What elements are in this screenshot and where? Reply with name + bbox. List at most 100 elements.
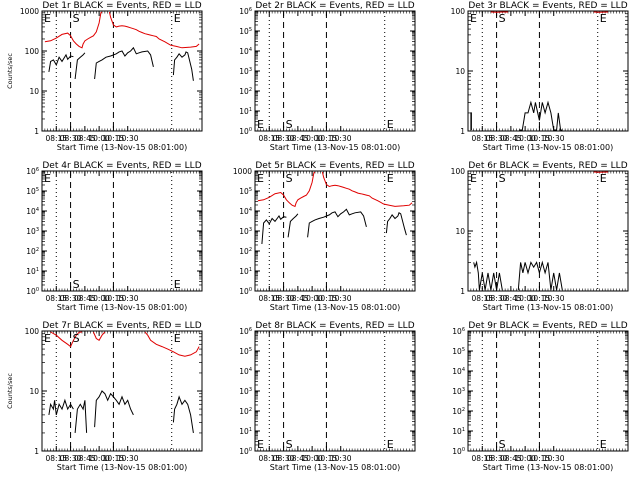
events-line (48, 53, 74, 72)
y-axis-label: Counts/sec (6, 53, 14, 89)
y-tick-label: 10 (455, 67, 465, 76)
end-marker: E (387, 172, 394, 185)
x-tick-label: 08:45 (74, 134, 96, 143)
events-line (385, 212, 407, 236)
x-tick-label: 10:15 (316, 454, 338, 463)
plot-frame (254, 10, 416, 132)
x-tick-label: 08:15 (471, 454, 493, 463)
y-tick-label: 101 (26, 267, 39, 276)
start-marker: S (286, 118, 293, 131)
x-tick-label: 10:30 (543, 454, 565, 463)
y-tick-label: 100 (451, 7, 466, 16)
events-line (172, 395, 194, 433)
panel-6: Det 6r BLACK = Events, RED = LLD 1 10 100 08… (451, 161, 629, 312)
x-axis-label: Start Time (13-Nov-15 08:01:00) (483, 463, 613, 472)
events-line (74, 52, 86, 80)
panel-title: Det 7r BLACK = Events, RED = LLD (42, 321, 201, 331)
lld-line (92, 331, 106, 342)
x-tick-label: 10:00 (301, 454, 323, 463)
x-tick-label: 10:15 (103, 294, 125, 303)
x-tick-label: 08:30 (273, 134, 295, 143)
panel-title: Det 8r BLACK = Events, RED = LLD (255, 321, 414, 331)
plot-frame (254, 330, 416, 452)
x-tick-label: 10:30 (117, 454, 139, 463)
panel-title: Det 9r BLACK = Events, RED = LLD (468, 321, 627, 331)
x-axis-label: Start Time (13-Nov-15 08:01:00) (270, 463, 400, 472)
x-tick-label: 08:15 (258, 134, 280, 143)
end-marker: E (174, 278, 181, 291)
y-tick-label: 105 (452, 347, 465, 356)
x-tick-label: 10:00 (301, 294, 323, 303)
y-tick-label: 103 (239, 387, 252, 396)
y-tick-label: 106 (26, 167, 39, 176)
y-tick-label: 1000 (233, 167, 252, 176)
y-tick-label: 103 (239, 67, 252, 76)
start-marker: S (499, 172, 506, 185)
events-line (48, 398, 74, 416)
plot-frame (41, 10, 203, 132)
start-marker: S (73, 332, 80, 345)
x-tick-label: 10:15 (103, 454, 125, 463)
x-tick-label: 10:00 (514, 454, 536, 463)
x-tick-label: 08:45 (500, 134, 522, 143)
x-axis-label: Start Time (13-Nov-15 08:01:00) (57, 143, 187, 152)
events-line (94, 46, 154, 80)
y-tick-label: 1 (460, 127, 465, 136)
y-tick-label: 106 (239, 327, 252, 336)
x-tick-label: 10:15 (529, 294, 551, 303)
y-tick-label: 104 (452, 367, 465, 376)
x-tick-label: 10:30 (117, 134, 139, 143)
x-tick-label: 08:45 (287, 294, 309, 303)
y-tick-label: 103 (26, 227, 39, 236)
end-marker: E (174, 332, 181, 345)
x-tick-label: 10:30 (330, 134, 352, 143)
x-tick-label: 08:30 (60, 134, 82, 143)
end-marker: E (600, 12, 607, 25)
y-tick-label: 100 (239, 287, 252, 296)
y-tick-label: 10 (455, 227, 465, 236)
x-tick-label: 08:30 (273, 294, 295, 303)
end-marker: E (600, 438, 607, 451)
x-tick-label: 08:15 (471, 134, 493, 143)
x-axis-label: Start Time (13-Nov-15 08:01:00) (57, 463, 187, 472)
y-tick-label: 102 (239, 407, 252, 416)
y-tick-label: 1 (460, 287, 465, 296)
x-tick-label: 08:30 (273, 454, 295, 463)
panel-4: Det 4r BLACK = Events, RED = LLD 100 101 10… (26, 161, 203, 312)
lld-line (144, 331, 200, 357)
panel-1: Det 1r BLACK = Events, RED = LLD 1 10 100 10… (6, 1, 203, 152)
y-tick-label: 102 (239, 247, 252, 256)
start-marker: S (73, 12, 80, 25)
lld-line (44, 11, 103, 49)
x-tick-label: 10:15 (316, 134, 338, 143)
y-tick-label: 100 (26, 287, 39, 296)
panel-title: Det 2r BLACK = Events, RED = LLD (255, 1, 414, 11)
x-tick-label: 08:45 (74, 454, 96, 463)
y-tick-label: 105 (26, 187, 39, 196)
lld-line (50, 331, 83, 348)
x-tick-label: 10:00 (301, 134, 323, 143)
y-tick-label: 105 (239, 187, 252, 196)
plot-frame (41, 170, 203, 292)
y-tick-label: 106 (239, 7, 252, 16)
events-line (307, 208, 367, 238)
y-tick-label: 1 (34, 447, 39, 456)
y-tick-label: 101 (239, 267, 252, 276)
x-tick-label: 08:30 (486, 454, 508, 463)
x-tick-label: 08:15 (45, 454, 67, 463)
y-tick-label: 10 (29, 387, 39, 396)
y-tick-label: 100 (25, 327, 40, 336)
x-tick-label: 10:15 (316, 294, 338, 303)
start-marker: S (499, 12, 506, 25)
panel-7: Det 7r BLACK = Events, RED = LLD 1 10 100 08… (6, 321, 203, 472)
lld-line (108, 11, 200, 49)
x-axis-label: Start Time (13-Nov-15 08:01:00) (57, 303, 187, 312)
start-marker: S (286, 438, 293, 451)
panel-9: Det 9r BLACK = Events, RED = LLD 100 101 10… (452, 321, 629, 472)
start-marker: S (499, 438, 506, 451)
end-marker: E (600, 172, 607, 185)
x-tick-label: 10:00 (514, 294, 536, 303)
events-line (470, 112, 472, 130)
y-tick-label: 10 (29, 87, 39, 96)
y-tick-label: 102 (26, 247, 39, 256)
